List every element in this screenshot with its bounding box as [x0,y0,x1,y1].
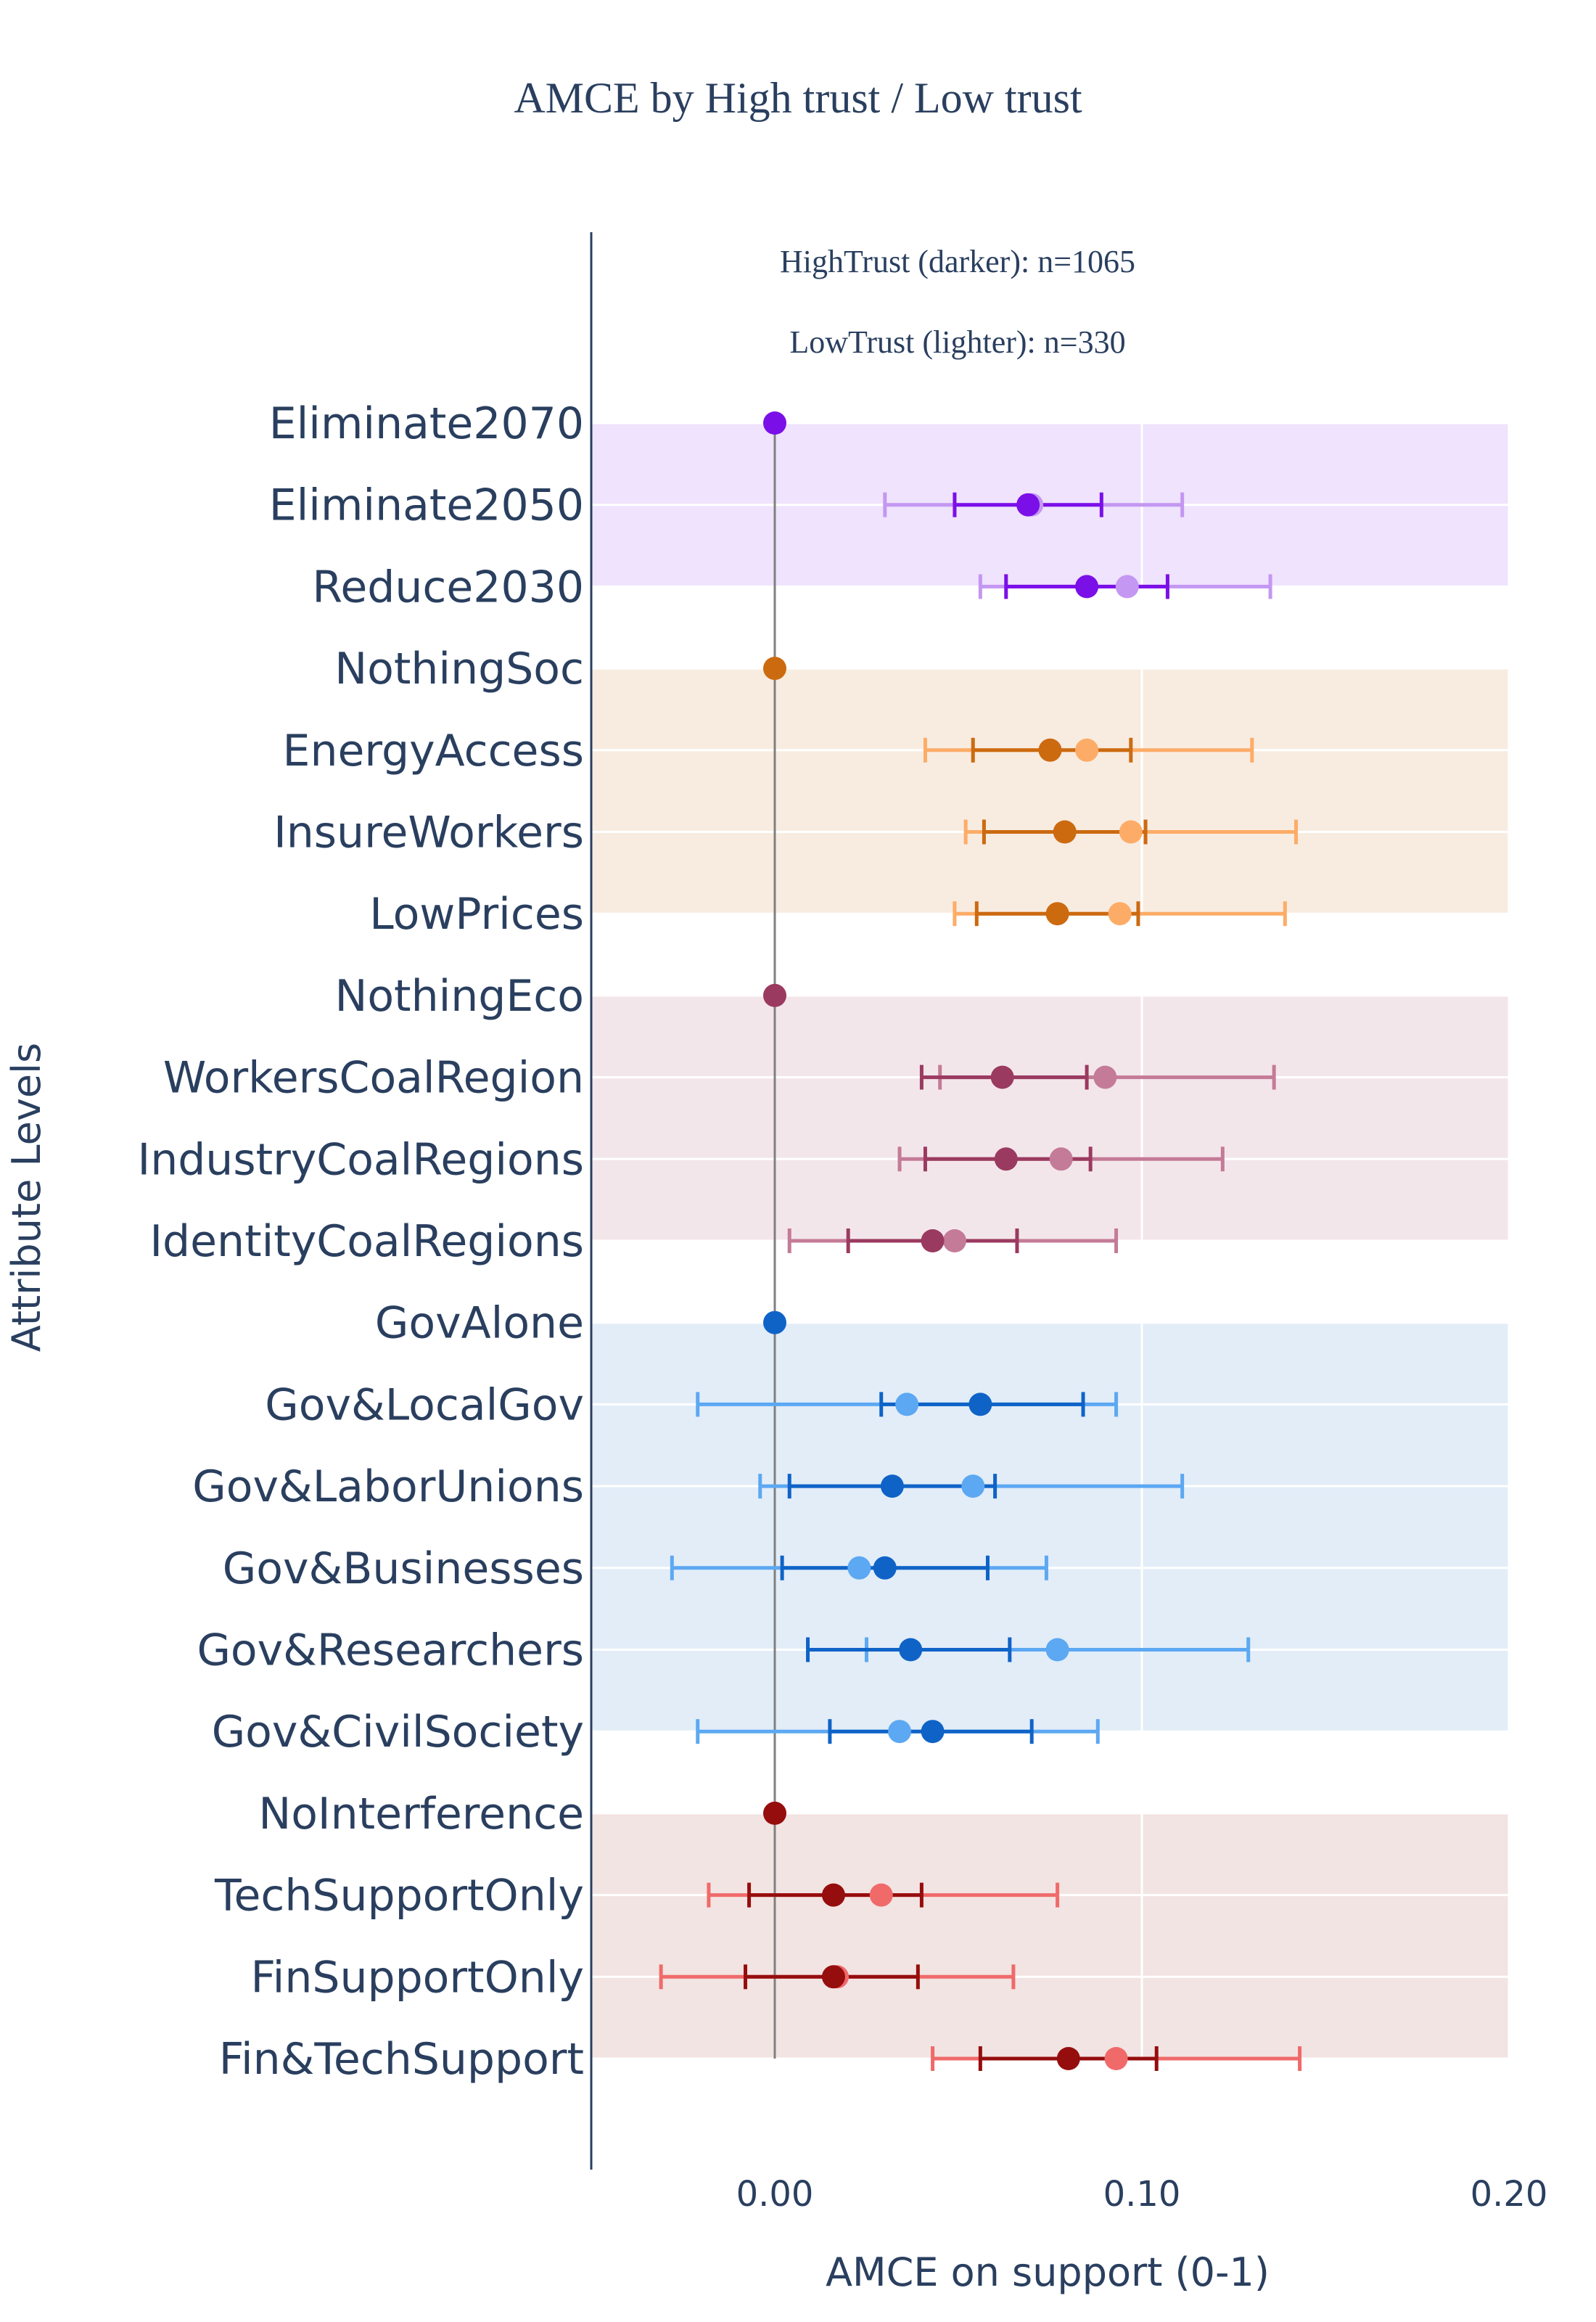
point-hightrust-gov-and-civilsociety [921,1720,945,1744]
point-hightrust-nointerference [763,1801,786,1825]
point-hightrust-eliminate2070 [763,411,786,435]
point-hightrust-fin-and-techsupport [1056,2047,1080,2070]
y-tick-eliminate2050: Eliminate2050 [269,480,584,531]
x-tick-2: 0.20 [1470,2174,1548,2215]
group-band-5 [591,1813,1509,2059]
point-hightrust-energyaccess [1038,738,1062,762]
y-tick-industrycoalregions: IndustryCoalRegions [138,1134,585,1185]
point-hightrust-nothingeco [763,983,786,1007]
point-hightrust-identitycoalregions [921,1229,945,1252]
y-tick-gov-and-researchers: Gov&Researchers [197,1625,584,1676]
point-lowtrust-gov-and-researchers [1045,1638,1069,1662]
point-hightrust-gov-and-localgov [968,1392,992,1416]
y-tick-govalone: GovAlone [375,1298,584,1349]
group-bands [591,423,1509,2059]
y-tick-nointerference: NoInterference [258,1789,584,1839]
y-tick-nothingsoc: NothingSoc [334,644,584,694]
y-tick-energyaccess: EnergyAccess [283,726,584,776]
point-hightrust-reduce2030 [1075,575,1099,599]
point-lowtrust-insureworkers [1119,820,1143,844]
y-tick-reduce2030: Reduce2030 [312,562,584,612]
point-hightrust-nothingsoc [763,657,786,681]
point-hightrust-techsupportonly [821,1883,845,1907]
y-tick-identitycoalregions: IdentityCoalRegions [149,1216,584,1267]
y-tick-insureworkers: InsureWorkers [273,808,584,858]
point-hightrust-govalone [763,1310,786,1334]
group-band-3 [591,995,1509,1241]
point-hightrust-eliminate2050 [1016,493,1040,517]
y-tick-fin-and-techsupport: Fin&TechSupport [219,2034,584,2085]
point-hightrust-insureworkers [1053,820,1077,844]
point-lowtrust-gov-and-laborunions [961,1474,985,1498]
data-points [763,411,1143,2070]
point-hightrust-industrycoalregions [994,1147,1018,1171]
y-tick-labels: Eliminate2070 Eliminate2050 Reduce2030 Noth… [138,398,585,2085]
point-lowtrust-gov-and-localgov [895,1392,919,1416]
point-lowtrust-techsupportonly [869,1883,893,1907]
y-tick-lowprices: LowPrices [369,889,584,940]
y-tick-techsupportonly: TechSupportOnly [214,1871,584,1921]
y-tick-nothingeco: NothingEco [334,971,584,1022]
point-lowtrust-workerscoalregion [1093,1065,1117,1089]
point-hightrust-finsupportonly [821,1965,845,1989]
annotation-lowtrust: LowTrust (lighter): n=330 [789,324,1125,360]
point-hightrust-workerscoalregion [990,1065,1014,1089]
point-lowtrust-identitycoalregions [942,1229,966,1252]
point-hightrust-gov-and-researchers [899,1638,923,1662]
annotation-hightrust: HighTrust (darker): n=1065 [780,244,1135,279]
point-lowtrust-fin-and-techsupport [1104,2047,1128,2070]
group-band-2 [591,668,1509,914]
point-lowtrust-lowprices [1108,902,1132,926]
point-hightrust-gov-and-laborunions [880,1474,904,1498]
x-tick-labels: 0.00 0.10 0.20 [736,2174,1548,2215]
point-lowtrust-gov-and-civilsociety [888,1720,912,1744]
y-tick-workerscoalregion: WorkersCoalRegion [163,1053,584,1104]
point-lowtrust-reduce2030 [1115,575,1139,599]
y-axis-title: Attribute Levels [4,1043,49,1352]
group-band-4 [591,1322,1509,1732]
y-tick-finsupportonly: FinSupportOnly [251,1952,584,2003]
y-tick-gov-and-businesses: Gov&Businesses [223,1543,584,1594]
y-tick-gov-and-localgov: Gov&LocalGov [265,1379,584,1430]
x-axis-title: AMCE on support (0-1) [826,2249,1270,2295]
x-tick-1: 0.10 [1103,2174,1181,2215]
y-tick-gov-and-civilsociety: Gov&CivilSociety [212,1707,584,1757]
point-hightrust-lowprices [1045,902,1069,926]
y-tick-gov-and-laborunions: Gov&LaborUnions [192,1461,584,1512]
point-lowtrust-energyaccess [1075,738,1099,762]
point-lowtrust-industrycoalregions [1049,1147,1073,1171]
x-tick-0: 0.00 [736,2174,814,2215]
point-lowtrust-gov-and-businesses [847,1556,871,1580]
y-tick-eliminate2070: Eliminate2070 [269,398,584,449]
point-hightrust-gov-and-businesses [873,1556,897,1580]
chart-title: AMCE by High trust / Low trust [514,74,1082,122]
